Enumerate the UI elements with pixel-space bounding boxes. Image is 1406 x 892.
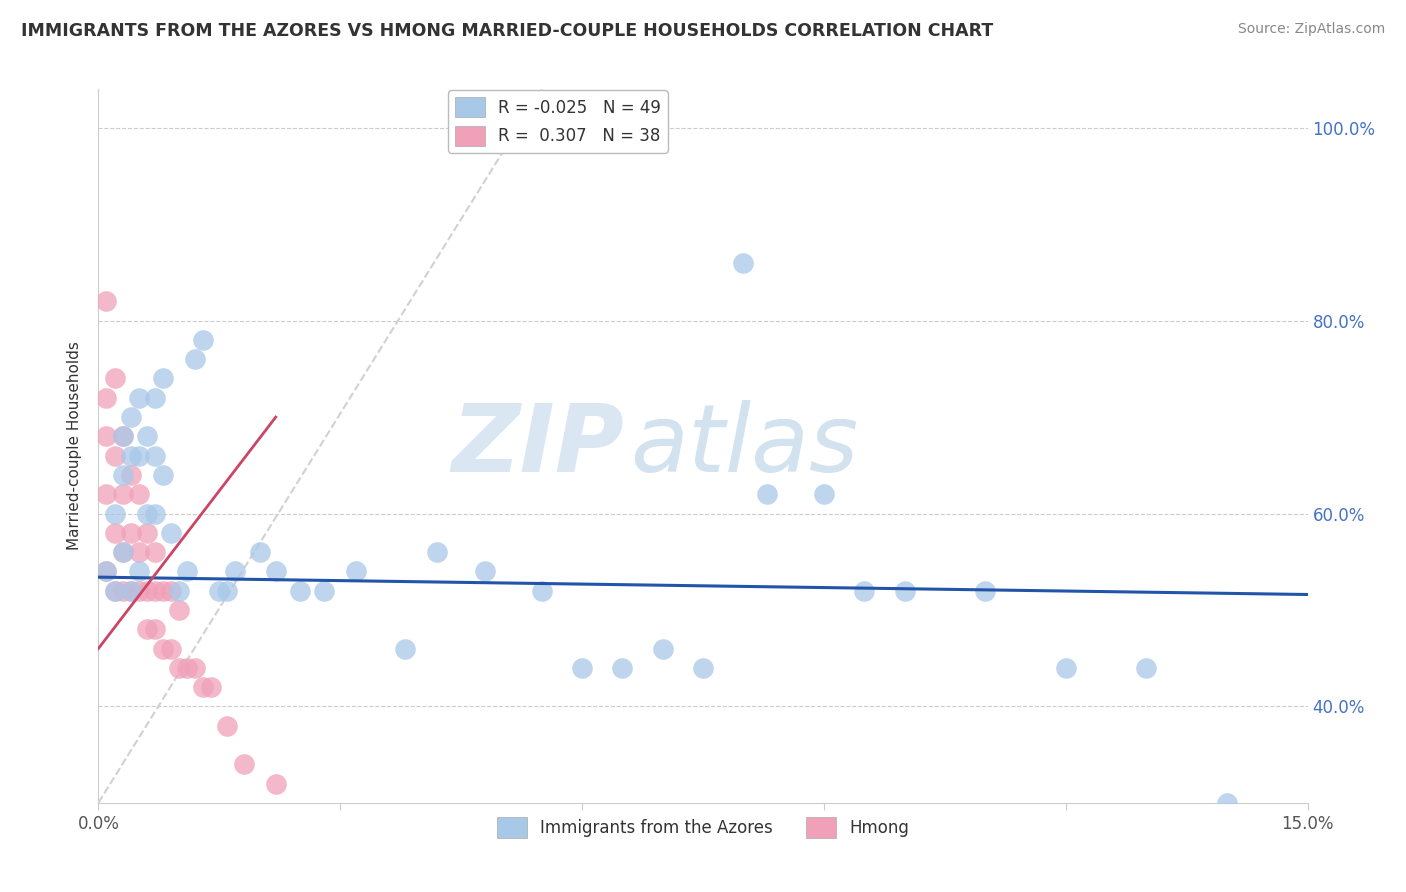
Point bbox=[135, 583, 157, 598]
Point bbox=[167, 583, 190, 598]
Point bbox=[167, 603, 190, 617]
Point bbox=[314, 583, 336, 598]
Point bbox=[135, 525, 157, 540]
Point bbox=[208, 583, 231, 598]
Point bbox=[176, 661, 198, 675]
Point bbox=[733, 256, 755, 270]
Point bbox=[111, 487, 134, 501]
Point bbox=[103, 507, 125, 521]
Point bbox=[893, 583, 915, 598]
Point bbox=[111, 545, 134, 559]
Point bbox=[474, 565, 496, 579]
Point bbox=[232, 757, 254, 772]
Point bbox=[152, 467, 174, 482]
Point bbox=[160, 641, 183, 656]
Point bbox=[128, 487, 150, 501]
Text: ZIP: ZIP bbox=[451, 400, 624, 492]
Point bbox=[530, 583, 553, 598]
Point bbox=[394, 641, 416, 656]
Point bbox=[692, 661, 714, 675]
Point bbox=[96, 565, 118, 579]
Point bbox=[571, 661, 593, 675]
Point bbox=[193, 333, 215, 347]
Point bbox=[135, 429, 157, 443]
Point bbox=[193, 680, 215, 694]
Point bbox=[103, 583, 125, 598]
Point bbox=[224, 565, 246, 579]
Point bbox=[120, 467, 142, 482]
Point bbox=[96, 429, 118, 443]
Point bbox=[651, 641, 673, 656]
Point bbox=[176, 565, 198, 579]
Point bbox=[184, 661, 207, 675]
Point bbox=[160, 525, 183, 540]
Point bbox=[143, 391, 166, 405]
Point bbox=[167, 661, 190, 675]
Point bbox=[344, 565, 367, 579]
Point bbox=[160, 583, 183, 598]
Point bbox=[128, 391, 150, 405]
Point bbox=[143, 449, 166, 463]
Point bbox=[152, 583, 174, 598]
Point bbox=[96, 391, 118, 405]
Point bbox=[128, 449, 150, 463]
Point bbox=[103, 525, 125, 540]
Point bbox=[103, 449, 125, 463]
Text: Source: ZipAtlas.com: Source: ZipAtlas.com bbox=[1237, 22, 1385, 37]
Point bbox=[152, 371, 174, 385]
Point bbox=[96, 565, 118, 579]
Point bbox=[249, 545, 271, 559]
Point bbox=[184, 352, 207, 367]
Point bbox=[120, 410, 142, 425]
Point bbox=[974, 583, 997, 598]
Text: IMMIGRANTS FROM THE AZORES VS HMONG MARRIED-COUPLE HOUSEHOLDS CORRELATION CHART: IMMIGRANTS FROM THE AZORES VS HMONG MARR… bbox=[21, 22, 994, 40]
Point bbox=[756, 487, 779, 501]
Point bbox=[103, 583, 125, 598]
Point bbox=[111, 429, 134, 443]
Point bbox=[96, 294, 118, 309]
Point bbox=[264, 565, 287, 579]
Point bbox=[612, 661, 634, 675]
Point bbox=[1054, 661, 1077, 675]
Point bbox=[217, 719, 239, 733]
Point bbox=[143, 545, 166, 559]
Point bbox=[288, 583, 311, 598]
Point bbox=[120, 583, 142, 598]
Point bbox=[1135, 661, 1157, 675]
Legend: Immigrants from the Azores, Hmong: Immigrants from the Azores, Hmong bbox=[491, 811, 915, 845]
Point bbox=[426, 545, 449, 559]
Point bbox=[1216, 796, 1239, 810]
Point bbox=[143, 507, 166, 521]
Point bbox=[111, 429, 134, 443]
Point bbox=[264, 776, 287, 790]
Point bbox=[135, 507, 157, 521]
Point bbox=[152, 641, 174, 656]
Point bbox=[143, 622, 166, 636]
Point bbox=[111, 467, 134, 482]
Point bbox=[128, 545, 150, 559]
Point bbox=[111, 545, 134, 559]
Point bbox=[120, 583, 142, 598]
Point bbox=[143, 583, 166, 598]
Point bbox=[200, 680, 222, 694]
Point bbox=[103, 371, 125, 385]
Point bbox=[128, 583, 150, 598]
Point bbox=[120, 525, 142, 540]
Point bbox=[135, 622, 157, 636]
Point bbox=[120, 449, 142, 463]
Point bbox=[813, 487, 835, 501]
Point bbox=[217, 583, 239, 598]
Point bbox=[853, 583, 876, 598]
Y-axis label: Married-couple Households: Married-couple Households bbox=[67, 342, 83, 550]
Point bbox=[111, 583, 134, 598]
Point bbox=[128, 565, 150, 579]
Text: atlas: atlas bbox=[630, 401, 859, 491]
Point bbox=[96, 487, 118, 501]
